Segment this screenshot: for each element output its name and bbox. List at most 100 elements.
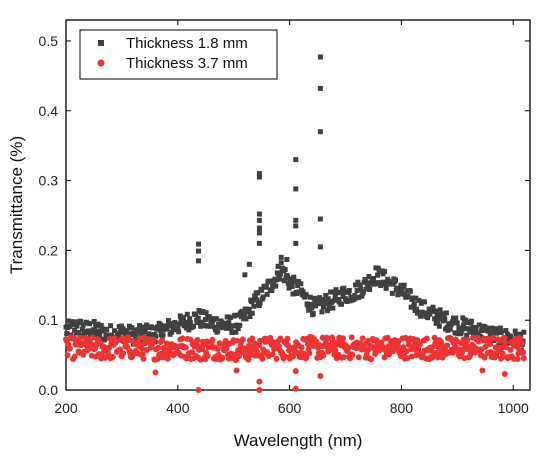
data-point xyxy=(357,282,363,288)
data-point xyxy=(64,331,70,337)
data-point xyxy=(293,223,299,229)
data-point xyxy=(318,300,324,306)
data-point xyxy=(284,274,290,280)
data-point xyxy=(226,320,232,326)
data-point xyxy=(187,336,194,343)
data-point xyxy=(497,325,503,331)
data-point xyxy=(115,334,121,340)
data-point xyxy=(179,335,186,342)
data-point xyxy=(219,354,226,361)
data-point xyxy=(307,294,313,300)
data-point xyxy=(119,323,125,329)
data-point xyxy=(256,387,263,393)
data-point xyxy=(392,277,398,283)
data-point xyxy=(349,351,356,358)
data-point xyxy=(521,329,527,335)
data-point xyxy=(194,336,201,343)
data-point xyxy=(195,248,201,254)
data-point xyxy=(338,301,344,307)
data-point xyxy=(263,283,269,289)
data-point xyxy=(215,328,221,334)
data-point xyxy=(479,367,486,374)
data-point xyxy=(72,327,78,333)
data-point xyxy=(142,327,148,333)
data-point xyxy=(270,284,276,290)
data-point xyxy=(458,330,464,336)
data-point xyxy=(340,335,347,342)
data-point xyxy=(413,295,419,301)
data-point xyxy=(291,274,297,280)
data-point xyxy=(405,293,411,299)
data-point xyxy=(140,324,146,330)
y-tick-label: 0.2 xyxy=(39,242,59,258)
x-tick-label: 600 xyxy=(278,400,302,416)
data-point xyxy=(317,54,323,60)
data-point xyxy=(284,335,291,342)
data-point xyxy=(423,335,430,342)
data-point xyxy=(209,319,215,325)
data-point xyxy=(366,274,372,280)
data-point xyxy=(109,353,116,360)
data-point xyxy=(273,355,280,362)
data-point xyxy=(327,305,333,311)
data-point xyxy=(404,355,411,362)
legend: Thickness 1.8 mm Thickness 3.7 mm xyxy=(79,29,278,80)
data-point xyxy=(355,354,362,361)
data-point xyxy=(199,346,206,353)
data-point xyxy=(313,303,319,309)
data-point xyxy=(189,349,196,356)
data-point xyxy=(323,292,329,298)
x-tick-label: 1000 xyxy=(498,400,529,416)
data-point xyxy=(182,344,189,351)
data-point xyxy=(256,230,262,236)
data-point xyxy=(94,329,100,335)
data-point xyxy=(441,313,447,319)
data-point xyxy=(341,285,347,291)
data-point xyxy=(74,323,80,329)
data-point xyxy=(217,324,223,330)
data-point xyxy=(256,240,262,246)
data-point xyxy=(346,287,352,293)
data-point xyxy=(256,378,263,385)
data-point xyxy=(425,315,431,321)
data-point xyxy=(355,279,361,285)
data-point xyxy=(498,329,504,335)
data-point xyxy=(187,320,193,326)
data-point xyxy=(416,341,423,348)
data-point xyxy=(140,355,147,362)
data-point xyxy=(389,290,395,296)
data-point xyxy=(273,283,279,289)
data-point xyxy=(288,279,294,285)
data-point xyxy=(401,282,407,288)
y-tick-label: 0.0 xyxy=(39,382,59,398)
data-point xyxy=(94,333,100,339)
data-point xyxy=(410,303,416,309)
y-axis-title: Transmittance (%) xyxy=(7,136,26,274)
data-point xyxy=(213,316,219,322)
data-point xyxy=(444,324,450,330)
data-point xyxy=(303,354,310,361)
data-point xyxy=(508,334,514,340)
data-point xyxy=(390,281,396,287)
legend-label-3-7: Thickness 3.7 mm xyxy=(126,55,248,72)
data-point xyxy=(229,330,235,336)
data-point xyxy=(298,281,304,287)
y-tick-label: 0.4 xyxy=(39,103,59,119)
data-point xyxy=(158,322,164,328)
data-point xyxy=(124,328,130,334)
data-point xyxy=(199,319,205,325)
data-point xyxy=(169,329,175,335)
data-point xyxy=(512,328,518,334)
data-point xyxy=(247,314,253,320)
data-point xyxy=(129,325,135,331)
data-point xyxy=(257,337,264,344)
data-point xyxy=(332,293,338,299)
data-point xyxy=(108,332,114,338)
data-point xyxy=(335,296,341,302)
data-point xyxy=(180,315,186,321)
data-point xyxy=(451,320,457,326)
data-point xyxy=(277,335,284,342)
data-point xyxy=(233,367,240,374)
data-point xyxy=(375,265,381,271)
data-point xyxy=(403,348,410,355)
